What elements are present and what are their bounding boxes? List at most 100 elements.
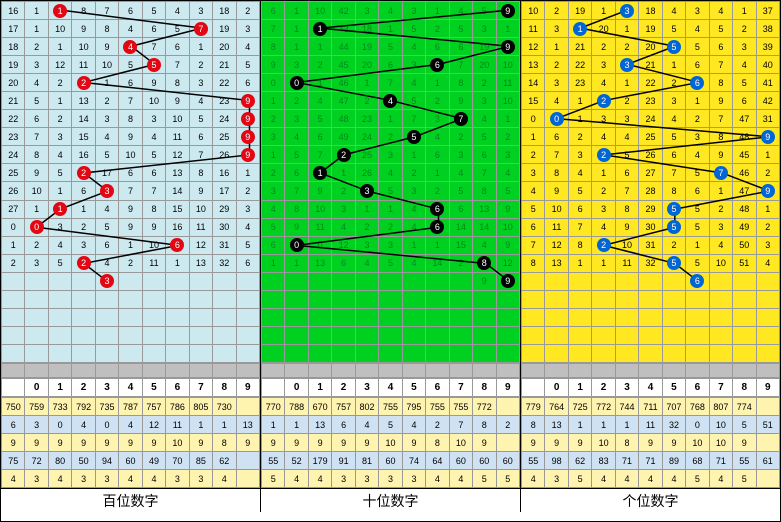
cell: 2: [332, 182, 355, 200]
cell: 21: [568, 38, 591, 56]
cell: 1: [262, 92, 285, 110]
cell: 12: [332, 236, 355, 254]
ball: 0: [290, 238, 304, 252]
cell: [189, 272, 212, 290]
cell: 4: [449, 2, 472, 20]
cell: 5: [166, 20, 189, 38]
cell: 1: [592, 164, 615, 182]
sep-cell: [25, 364, 48, 378]
cell: 13: [189, 254, 212, 272]
ball: 8: [477, 256, 491, 270]
cell: [402, 326, 425, 344]
cell: 48: [332, 110, 355, 128]
stat-cell: 60: [379, 452, 402, 470]
digit-hdr: 7: [709, 379, 732, 397]
sep-cell: [496, 364, 519, 378]
cell: [142, 344, 165, 362]
cell: 10: [615, 236, 638, 254]
cell: 0: [2, 218, 25, 236]
hdr-blank: [262, 379, 285, 397]
cell: [733, 344, 756, 362]
cell: 5: [473, 2, 496, 20]
cell: 1: [686, 92, 709, 110]
cell: 3: [379, 146, 402, 164]
cell: 18: [213, 2, 236, 20]
digit-hdr: 3: [355, 379, 378, 397]
ball: 3: [620, 58, 634, 72]
cell: 3: [379, 236, 402, 254]
stat-cell: 755: [379, 398, 402, 416]
cell: 1: [402, 146, 425, 164]
digit-hdr: 6: [426, 379, 449, 397]
cell: [142, 290, 165, 308]
sep-cell: [166, 364, 189, 378]
cell: 2: [662, 74, 685, 92]
cell: 0: [262, 74, 285, 92]
cell: [262, 308, 285, 326]
ball: 3: [620, 4, 634, 18]
ball: 3: [360, 184, 374, 198]
cell: 7: [262, 20, 285, 38]
cell: 7: [308, 146, 331, 164]
cell: 1: [285, 2, 308, 20]
stat-cell: 52: [285, 452, 308, 470]
cell: 21: [639, 56, 662, 74]
cell: [426, 326, 449, 344]
cell: [639, 308, 662, 326]
cell: 4: [95, 200, 118, 218]
cell: 6: [236, 254, 259, 272]
ball: 0: [290, 76, 304, 90]
cell: 7: [545, 146, 568, 164]
cell: [568, 290, 591, 308]
cell: 9: [496, 236, 519, 254]
cell: 4: [709, 236, 732, 254]
stat-cell: 759: [25, 398, 48, 416]
cell: [48, 290, 71, 308]
cell: 5: [686, 164, 709, 182]
digit-hdr: 4: [379, 379, 402, 397]
cell: 1: [568, 92, 591, 110]
cell: [2, 326, 25, 344]
cell: 45: [332, 56, 355, 74]
cell: [686, 344, 709, 362]
ball: 2: [597, 238, 611, 252]
cell: 3: [545, 74, 568, 92]
cell: 2: [592, 92, 615, 110]
cell: [213, 272, 236, 290]
digit-hdr: 0: [25, 379, 48, 397]
cell: [496, 290, 519, 308]
cell: 4: [379, 2, 402, 20]
cell: [733, 290, 756, 308]
ball: 9: [241, 130, 255, 144]
cell: 3: [592, 200, 615, 218]
cell: 5: [379, 38, 402, 56]
cell: 5: [686, 218, 709, 236]
cell: 4: [402, 200, 425, 218]
cell: 13: [308, 254, 331, 272]
cell: 8: [709, 128, 732, 146]
cell: 2: [25, 38, 48, 56]
sep-cell: [402, 364, 425, 378]
cell: [756, 344, 779, 362]
stat-cell: 757: [332, 398, 355, 416]
cell: 1: [545, 38, 568, 56]
cell: 2: [262, 110, 285, 128]
cell: 5: [95, 146, 118, 164]
stat-cell: 70: [166, 452, 189, 470]
cell: 6: [142, 164, 165, 182]
cell: 9: [449, 92, 472, 110]
stat-cell: 4: [639, 470, 662, 488]
digit-hdr: 9: [756, 379, 779, 397]
cell: [426, 272, 449, 290]
cell: 5: [308, 110, 331, 128]
cell: 3: [95, 110, 118, 128]
cell: 5: [285, 146, 308, 164]
stat-cell: 3: [189, 470, 212, 488]
cell: 30: [213, 218, 236, 236]
digit-hdr: 8: [213, 379, 236, 397]
sep-cell: [355, 364, 378, 378]
cell: 4: [662, 2, 685, 20]
cell: 2: [119, 254, 142, 272]
ball: 9: [501, 40, 515, 54]
stat-cell: 4: [119, 416, 142, 434]
